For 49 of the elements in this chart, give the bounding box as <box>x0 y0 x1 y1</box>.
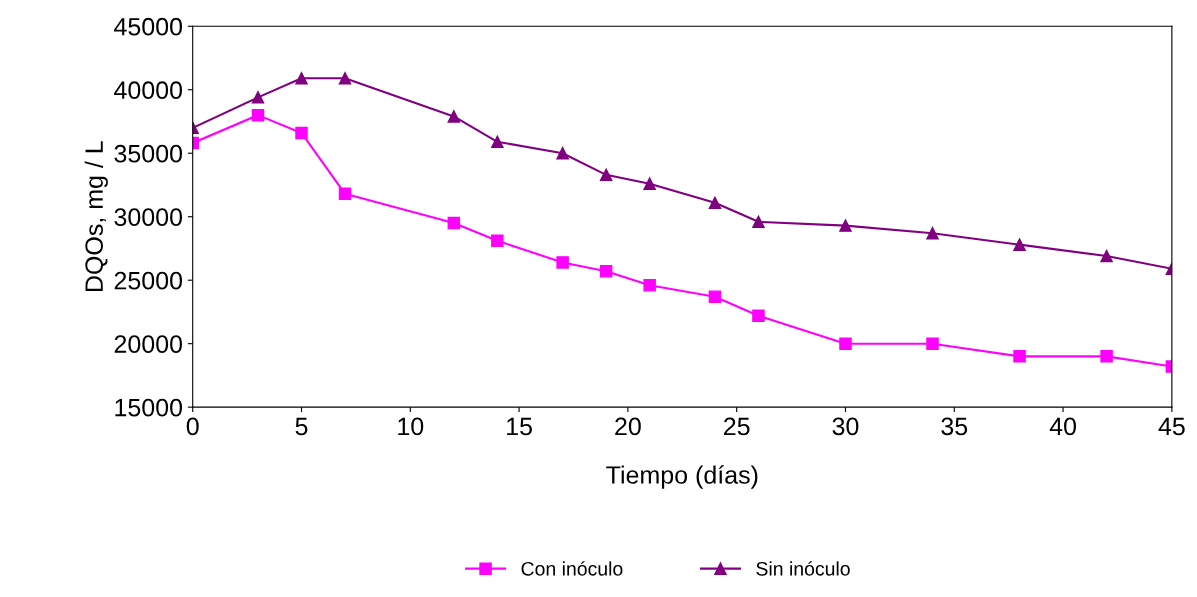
point <box>1100 350 1113 363</box>
point <box>708 196 722 209</box>
legend-label: Sin inóculo <box>756 561 850 576</box>
point <box>599 265 613 278</box>
x-axis-title: Tiempo (días) <box>606 465 758 489</box>
x-tick-label: 45 <box>1158 417 1185 436</box>
y-tick-label: 40000 <box>114 81 183 100</box>
point <box>556 256 569 269</box>
point <box>491 135 504 149</box>
point <box>752 309 765 322</box>
point <box>338 187 352 201</box>
point <box>643 177 656 190</box>
y-axis-title: DQOs, mg / L <box>84 141 108 292</box>
point <box>1013 238 1026 251</box>
point <box>251 91 265 104</box>
x-tick-label: 15 <box>507 417 532 436</box>
y-tick-label: 20000 <box>114 335 183 353</box>
x-tick-label: 10 <box>398 417 424 436</box>
point <box>338 72 352 85</box>
point <box>839 337 852 350</box>
point <box>251 108 265 122</box>
point <box>839 219 852 232</box>
point <box>447 216 461 230</box>
point <box>295 72 308 85</box>
point <box>643 279 656 292</box>
y-tick-label: 35000 <box>114 144 183 163</box>
point <box>926 337 939 350</box>
point <box>1013 350 1026 363</box>
x-tick-label: 0 <box>186 417 199 436</box>
point <box>708 290 722 303</box>
x-tick-label: 35 <box>941 417 968 436</box>
point <box>926 226 939 240</box>
x-tick-label: 20 <box>615 417 641 436</box>
point <box>599 168 613 182</box>
legend-label: Con inóculo <box>521 561 623 576</box>
y-tick-label: 30000 <box>114 208 183 227</box>
x-tick-label: 40 <box>1049 417 1076 436</box>
y-tick-label: 15000 <box>115 398 183 417</box>
y-tick-label: 45000 <box>114 17 183 36</box>
x-tick-label: 30 <box>832 417 859 436</box>
x-tick-label: 25 <box>724 417 750 436</box>
x-tick-label: 5 <box>295 417 308 436</box>
point <box>1100 249 1113 263</box>
point <box>295 126 308 140</box>
point <box>447 110 461 123</box>
point <box>491 234 504 248</box>
point <box>556 146 569 160</box>
point <box>752 215 765 229</box>
y-tick-label: 25000 <box>114 271 183 290</box>
